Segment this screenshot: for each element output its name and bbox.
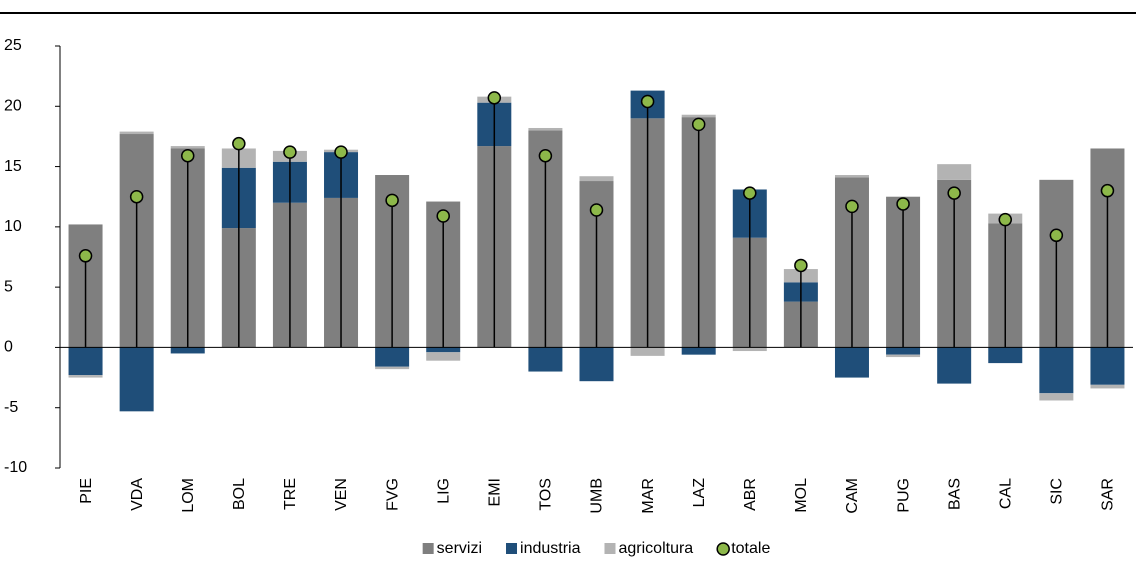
bar-segment xyxy=(937,347,972,384)
lollipop-dot xyxy=(283,145,297,159)
x-tick-label: BAS xyxy=(946,478,963,510)
legend-label: industria xyxy=(520,540,581,557)
x-tick-label: PUG xyxy=(895,478,912,513)
bar-segment xyxy=(119,347,154,412)
legend-marker xyxy=(604,543,616,554)
bar-segment xyxy=(119,131,154,135)
lollipop-dot xyxy=(589,203,604,217)
legend-label: servizi xyxy=(437,540,482,557)
bar-segment xyxy=(630,347,665,356)
x-tick-label: VDA xyxy=(129,478,146,511)
bar-segment xyxy=(1090,384,1125,389)
bar-segment xyxy=(681,347,716,355)
bar-segment xyxy=(834,175,869,178)
x-tick-label: LAZ xyxy=(691,478,708,508)
bar-segment xyxy=(68,375,103,378)
legend-marker xyxy=(716,542,730,556)
bar-segment xyxy=(579,347,614,382)
bar-segment xyxy=(528,347,563,372)
x-tick-label: VEN xyxy=(333,478,350,511)
lollipop-dot xyxy=(385,193,399,208)
bar-segment xyxy=(732,347,767,352)
y-tick-label: 25 xyxy=(4,37,22,54)
x-tick-label: CAL xyxy=(997,478,1014,509)
bar-segment xyxy=(68,347,103,376)
x-tick-label: TOS xyxy=(538,478,555,511)
lollipop-dot xyxy=(947,186,961,200)
x-tick-label: UMB xyxy=(589,478,606,514)
bar-segment xyxy=(1039,347,1074,394)
y-tick-label: -10 xyxy=(4,459,27,476)
lollipop-dot xyxy=(1049,228,1064,243)
legend-marker xyxy=(422,543,434,554)
x-tick-label: LOM xyxy=(180,478,197,513)
lollipop-dot xyxy=(794,258,808,273)
bar-segment xyxy=(886,347,921,355)
bar-segment xyxy=(375,347,410,367)
lollipop-dot xyxy=(436,209,450,223)
bar-segment xyxy=(375,366,410,370)
lollipop-dot xyxy=(845,199,859,214)
bar-segment xyxy=(886,354,921,358)
y-tick-label: 5 xyxy=(4,278,13,295)
bar-segment xyxy=(834,347,869,378)
lollipop-dot xyxy=(896,197,910,211)
y-tick-label: 10 xyxy=(4,218,22,235)
y-tick-label: -5 xyxy=(4,399,18,416)
lollipop-dot xyxy=(232,136,246,151)
x-tick-label: SIC xyxy=(1049,478,1066,505)
x-tick-label: ABR xyxy=(742,478,759,511)
x-tick-label: LIG xyxy=(435,478,452,504)
lollipop-dot xyxy=(691,117,706,132)
lollipop-dot xyxy=(180,148,195,163)
x-tick-label: CAM xyxy=(844,478,861,514)
y-tick-label: 20 xyxy=(4,98,22,115)
lollipop-dot xyxy=(334,145,348,159)
bar-segment xyxy=(170,347,205,354)
legend-label: totale xyxy=(731,540,770,557)
bar-segment xyxy=(426,347,461,353)
lollipop-dot xyxy=(78,249,93,263)
x-tick-label: TRE xyxy=(282,478,299,510)
lollipop-dot xyxy=(129,189,144,204)
lollipop-dot xyxy=(998,212,1013,227)
bar-segment xyxy=(937,164,972,180)
bar-segment xyxy=(1090,347,1125,385)
lollipop-dot xyxy=(487,91,502,105)
bar-segment xyxy=(579,176,614,182)
lollipop-dot xyxy=(640,94,655,109)
x-tick-label: MAR xyxy=(640,478,657,514)
lollipop-dot xyxy=(1100,183,1115,198)
y-tick-label: 15 xyxy=(4,158,22,175)
x-tick-label: SAR xyxy=(1100,478,1117,511)
bar-segment xyxy=(170,146,205,149)
x-tick-label: EMI xyxy=(487,478,504,506)
x-tick-label: FVG xyxy=(384,478,401,511)
legend-label: agricoltura xyxy=(618,540,693,557)
y-tick-label: 0 xyxy=(4,339,13,356)
bar-segment xyxy=(988,347,1023,364)
bar-segment xyxy=(681,114,716,118)
lollipop-dot xyxy=(743,186,757,200)
lollipop-dot xyxy=(538,148,553,163)
x-tick-label: BOL xyxy=(231,478,248,510)
x-tick-label: MOL xyxy=(793,478,810,513)
bar-segment xyxy=(1039,393,1074,401)
bar-segment xyxy=(426,352,461,361)
bar-segment xyxy=(528,127,563,131)
x-tick-label: PIE xyxy=(78,478,95,504)
legend: servizi industria agricoltura totale xyxy=(422,540,770,557)
legend-marker xyxy=(506,543,518,554)
